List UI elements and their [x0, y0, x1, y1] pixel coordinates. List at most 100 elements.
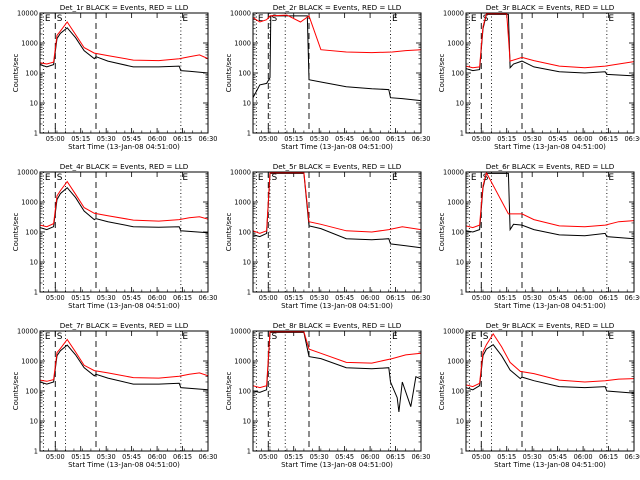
plot-frame	[39, 171, 209, 293]
y-tick-label: 1	[460, 129, 464, 137]
y-tick-label: 10000	[230, 168, 251, 176]
y-tick-label: 1	[247, 447, 251, 455]
marker-label-E: E	[182, 332, 188, 342]
series-lld-line	[466, 172, 634, 229]
x-tick-label: 06:30	[198, 294, 217, 302]
y-tick-label: 1	[34, 129, 38, 137]
plot-frame	[39, 330, 209, 452]
y-tick-label: 1	[460, 288, 464, 296]
plot-frame	[465, 330, 635, 452]
x-tick-label: 05:30	[310, 453, 329, 461]
panel-title: Det_1r BLACK = Events, RED = LLD	[60, 3, 189, 12]
x-tick-label: 06:15	[173, 453, 192, 461]
series-events-line	[40, 344, 208, 391]
marker-label-E: E	[258, 14, 264, 24]
y-tick-label: 1	[247, 288, 251, 296]
marker-label-S: S	[483, 332, 489, 342]
x-tick-label: 06:30	[411, 453, 430, 461]
series-group	[253, 172, 421, 249]
panel-title: Det_7r BLACK = Events, RED = LLD	[60, 321, 189, 330]
series-lld-line	[40, 21, 208, 65]
x-tick-label: 05:30	[310, 135, 329, 143]
x-axis-label: Start Time (13-Jan-08 04:51:00)	[68, 302, 180, 310]
marker-label-E: E	[608, 173, 614, 183]
y-axis-label: Counts/sec	[12, 54, 20, 93]
y-tick-label: 10	[456, 99, 464, 107]
x-tick-label: 06:30	[624, 453, 640, 461]
marker-label-E: E	[392, 332, 398, 342]
y-tick-label: 10	[243, 417, 251, 425]
marker-label-S: S	[57, 173, 63, 183]
x-tick-label: 05:45	[122, 453, 141, 461]
y-tick-label: 1000	[447, 357, 464, 365]
x-tick-label: 05:00	[472, 135, 491, 143]
panel-title: Det_3r BLACK = Events, RED = LLD	[486, 3, 615, 12]
marker-label-S: S	[271, 173, 277, 183]
y-tick-label: 100	[451, 387, 464, 395]
x-tick-label: 05:30	[310, 294, 329, 302]
y-tick-label: 1000	[21, 198, 38, 206]
x-tick-label: 06:00	[574, 294, 593, 302]
x-tick-label: 05:15	[284, 453, 303, 461]
y-tick-label: 10	[243, 99, 251, 107]
x-tick-label: 05:30	[97, 453, 116, 461]
x-tick-label: 06:00	[148, 135, 167, 143]
marker-label-E: E	[45, 14, 51, 24]
series-group	[466, 332, 634, 394]
x-tick-label: 05:15	[284, 135, 303, 143]
y-tick-label: 1	[247, 129, 251, 137]
y-axis-label: Counts/sec	[225, 372, 233, 411]
x-tick-label: 05:45	[548, 453, 567, 461]
x-tick-label: 05:00	[46, 294, 65, 302]
x-tick-label: 05:00	[259, 453, 278, 461]
x-tick-label: 05:30	[523, 135, 542, 143]
y-tick-label: 100	[25, 228, 38, 236]
x-tick-label: 05:45	[335, 294, 354, 302]
plot-frame	[252, 330, 422, 452]
panel-det-6r: Det_6r BLACK = Events, RED = LLD 1 10 100 10…	[438, 162, 640, 310]
y-tick-label: 10000	[17, 168, 38, 176]
marker-label-S: S	[57, 14, 63, 24]
series-group	[253, 14, 421, 102]
x-tick-label: 06:00	[148, 453, 167, 461]
x-tick-label: 06:15	[599, 135, 618, 143]
y-axis-label: Counts/sec	[438, 213, 446, 252]
x-tick-label: 05:45	[335, 453, 354, 461]
x-tick-label: 05:00	[259, 294, 278, 302]
y-tick-label: 1000	[234, 198, 251, 206]
plot-frame	[465, 171, 635, 293]
x-tick-label: 05:00	[472, 453, 491, 461]
x-tick-label: 05:15	[497, 135, 516, 143]
x-tick-label: 05:30	[97, 135, 116, 143]
x-tick-label: 06:30	[411, 135, 430, 143]
series-group	[40, 338, 208, 391]
x-axis-label: Start Time (13-Jan-08 04:51:00)	[281, 302, 393, 310]
y-axis-label: Counts/sec	[225, 213, 233, 252]
y-tick-label: 100	[451, 228, 464, 236]
x-tick-label: 06:15	[386, 294, 405, 302]
x-tick-label: 05:30	[523, 294, 542, 302]
panel-det-9r: Det_9r BLACK = Events, RED = LLD 1 10 100 10…	[438, 321, 640, 469]
x-axis-label: Start Time (13-Jan-08 04:51:00)	[494, 143, 606, 151]
series-group	[40, 21, 208, 74]
panel-title: Det_6r BLACK = Events, RED = LLD	[486, 162, 615, 171]
marker-label-E: E	[45, 332, 51, 342]
y-tick-label: 1000	[21, 357, 38, 365]
x-axis-label: Start Time (13-Jan-08 04:51:00)	[494, 461, 606, 469]
panel-det-3r: Det_3r BLACK = Events, RED = LLD 1 10 100 10…	[438, 3, 640, 151]
y-tick-label: 1000	[447, 39, 464, 47]
marker-label-E: E	[608, 332, 614, 342]
marker-label-E: E	[258, 173, 264, 183]
x-tick-label: 06:15	[173, 294, 192, 302]
marker-label-E: E	[392, 14, 398, 24]
y-tick-label: 1000	[447, 198, 464, 206]
y-tick-label: 1000	[234, 39, 251, 47]
marker-label-E: E	[182, 14, 188, 24]
x-tick-label: 05:45	[122, 135, 141, 143]
x-tick-label: 05:15	[71, 453, 90, 461]
y-tick-label: 100	[238, 387, 251, 395]
x-tick-label: 05:15	[497, 453, 516, 461]
x-axis-label: Start Time (13-Jan-08 04:51:00)	[68, 461, 180, 469]
y-tick-label: 1000	[234, 357, 251, 365]
x-tick-label: 05:30	[523, 453, 542, 461]
